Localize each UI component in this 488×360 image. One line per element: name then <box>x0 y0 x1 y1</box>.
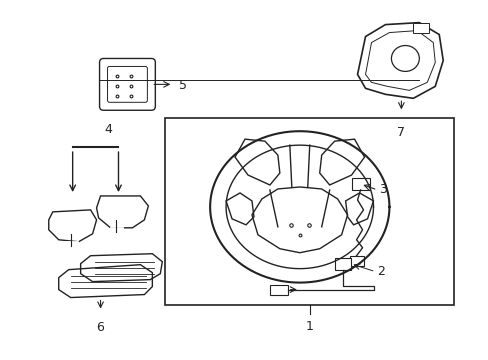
Text: 1: 1 <box>305 320 313 333</box>
FancyBboxPatch shape <box>349 256 363 266</box>
FancyBboxPatch shape <box>100 58 155 110</box>
Text: 7: 7 <box>397 126 405 139</box>
Text: 4: 4 <box>104 123 112 136</box>
FancyBboxPatch shape <box>334 258 350 270</box>
Text: 3: 3 <box>379 184 386 197</box>
FancyBboxPatch shape <box>412 23 428 32</box>
FancyBboxPatch shape <box>269 285 287 294</box>
Text: 6: 6 <box>97 321 104 334</box>
Text: 5: 5 <box>179 79 187 92</box>
Text: 2: 2 <box>377 265 385 278</box>
Bar <box>165 118 453 305</box>
FancyBboxPatch shape <box>351 178 369 190</box>
FancyBboxPatch shape <box>107 67 147 102</box>
